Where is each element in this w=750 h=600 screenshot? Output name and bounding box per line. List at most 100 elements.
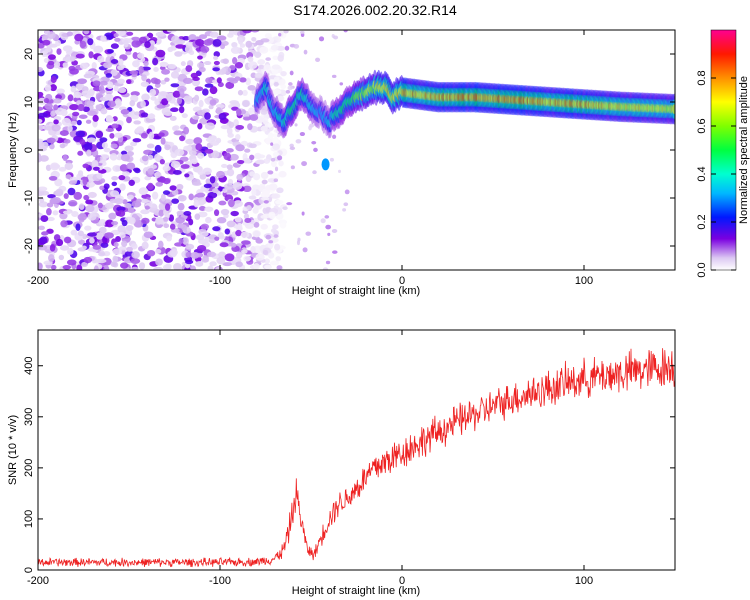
noise-speck [324,215,330,219]
noise-speck [197,211,208,218]
noise-speck [111,221,119,226]
noise-speck [91,62,97,70]
noise-speck [283,30,289,34]
noise-speck [150,95,157,101]
noise-speck [42,39,51,46]
noise-speck [255,154,266,159]
noise-speck [87,212,97,221]
noise-speck [178,238,184,244]
noise-speck [287,85,293,91]
noise-speck [50,264,57,270]
snr-x-label: Height of straight line (km) [292,585,420,597]
noise-speck [208,104,214,110]
noise-speck [171,189,179,196]
noise-speck [111,181,118,187]
noise-speck [215,107,222,115]
noise-speck [260,125,268,132]
noise-speck [284,45,290,51]
noise-speck [166,235,172,242]
noise-speck [113,241,119,248]
noise-speck [200,231,209,237]
colorbar-tick-label: 0.2 [696,214,708,229]
noise-speck [38,225,45,231]
colorbar-tick-label: 0.6 [696,118,708,133]
noise-speck [244,148,251,153]
noise-speck [274,166,279,172]
noise-speck [162,165,171,172]
noise-speck [77,239,86,245]
noise-speck [151,191,159,200]
noise-speck [73,191,83,200]
noise-speck [218,112,227,121]
noise-speck [277,133,281,138]
noise-speck [117,78,125,84]
noise-speck [103,61,113,69]
noise-speck [100,108,108,115]
noise-speck [163,223,170,229]
noise-speck [46,207,52,216]
noise-speck [164,144,171,151]
noise-speck [46,125,52,131]
noise-speck [159,61,169,68]
noise-speck [210,140,220,146]
noise-speck [263,200,269,204]
noise-speck [49,244,56,252]
noise-speck [76,119,82,126]
noise-speck [105,128,115,133]
noise-speck [289,70,294,76]
noise-speck [279,222,287,229]
noise-speck [253,263,260,270]
noise-speck [170,71,180,79]
noise-speck [185,251,193,258]
noise-speck [67,187,76,196]
noise-speck [205,178,211,185]
noise-speck [55,188,64,197]
noise-speck [61,117,72,126]
noise-speck [46,202,54,208]
noise-speck [209,86,218,95]
noise-speck [137,52,145,59]
noise-speck [114,198,124,205]
noise-speck [272,55,279,60]
noise-speck [221,67,227,75]
noise-speck [100,242,109,248]
noise-speck [197,109,205,116]
noise-speck [122,199,128,205]
noise-speck [144,205,150,210]
noise-speck [213,51,221,58]
noise-speck [82,177,88,186]
noise-speck [60,220,68,228]
noise-speck [46,44,52,53]
noise-speck [155,181,164,187]
noise-speck [265,138,271,145]
snr-frame [37,329,676,571]
noise-speck [99,178,106,184]
noise-speck [178,105,185,114]
noise-speck [245,77,251,86]
noise-speck [92,114,99,122]
noise-speck [125,51,132,56]
noise-speck [59,143,66,149]
noise-speck [152,57,159,66]
noise-speck [216,217,227,224]
noise-speck [63,193,69,199]
noise-speck [183,126,190,135]
noise-speck [39,155,49,162]
noise-speck [77,213,87,221]
noise-speck [189,265,197,270]
noise-speck [251,188,257,197]
noise-speck [53,104,59,111]
noise-speck [182,77,193,85]
noise-speck [85,199,94,205]
spectrogram-y-tick-label: 0 [23,147,35,153]
noise-speck [65,174,72,180]
spectrogram-x-ticks: -200 -100 0 100 [27,30,593,287]
noise-speck [103,183,110,190]
noise-speck [75,83,83,90]
noise-speck [121,150,128,156]
noise-speck [181,224,188,231]
noise-speck [303,49,308,55]
noise-speck [175,216,185,224]
noise-speck [121,219,128,227]
noise-speck [228,199,235,208]
